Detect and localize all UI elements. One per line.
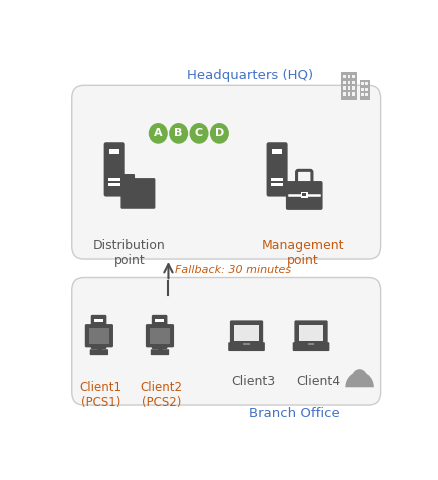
Text: C: C [195,128,203,138]
Bar [352,92,355,96]
Text: Client1
(PCS1): Client1 (PCS1) [80,381,122,409]
Bar [271,183,283,186]
FancyBboxPatch shape [267,142,288,197]
FancyBboxPatch shape [104,142,125,197]
Circle shape [169,123,188,144]
Bar [348,74,350,78]
FancyBboxPatch shape [293,342,329,351]
Bar [155,319,164,322]
Bar [272,149,282,154]
FancyBboxPatch shape [228,342,265,351]
Wedge shape [345,372,374,387]
FancyBboxPatch shape [90,349,108,355]
FancyBboxPatch shape [294,320,328,346]
Bar [365,82,368,85]
Text: Management
point: Management point [261,240,344,267]
Circle shape [210,123,229,144]
Bar [108,183,120,186]
Bar [271,179,283,181]
Text: B: B [174,128,183,138]
Bar [343,81,346,84]
FancyBboxPatch shape [72,277,381,405]
FancyBboxPatch shape [286,181,322,210]
Bar [150,328,170,344]
Bar [244,343,250,345]
Circle shape [190,123,208,144]
Bar [348,86,350,90]
Text: Client3: Client3 [231,375,276,388]
Bar [343,74,346,78]
FancyBboxPatch shape [146,324,174,348]
Bar [352,74,355,78]
Bar [361,87,364,91]
Bar [94,338,103,340]
FancyBboxPatch shape [121,174,135,184]
Text: Client2
(PCS2): Client2 (PCS2) [141,381,183,409]
Text: Headquarters (HQ): Headquarters (HQ) [187,70,313,83]
Bar [352,86,355,90]
Bar [352,81,355,84]
FancyBboxPatch shape [91,315,106,349]
Text: Client4: Client4 [296,375,340,388]
FancyBboxPatch shape [120,178,155,209]
Bar [343,92,346,96]
FancyBboxPatch shape [230,320,263,346]
FancyBboxPatch shape [151,349,169,355]
Bar [94,319,103,322]
Bar [365,93,368,96]
Circle shape [352,369,367,385]
Text: D: D [215,128,224,138]
FancyBboxPatch shape [85,324,113,348]
FancyBboxPatch shape [152,315,167,349]
Text: A: A [154,128,162,138]
FancyBboxPatch shape [72,85,381,259]
Bar [108,179,120,181]
Text: Branch Office: Branch Office [249,407,340,420]
Bar [308,343,314,345]
Bar [361,82,364,85]
Bar [299,325,323,341]
Bar [109,149,119,154]
Bar [348,92,350,96]
Bar [361,93,364,96]
Bar [155,338,164,340]
Bar [348,81,350,84]
Text: Fallback: 30 minutes: Fallback: 30 minutes [175,265,291,275]
Bar [88,328,109,344]
Bar [343,86,346,90]
Bar [360,80,370,100]
Bar [234,325,259,341]
Bar [341,72,357,100]
Bar [302,193,306,196]
Bar [300,192,308,198]
Text: Distribution
point: Distribution point [93,240,166,267]
Bar [365,87,368,91]
Circle shape [149,123,168,144]
